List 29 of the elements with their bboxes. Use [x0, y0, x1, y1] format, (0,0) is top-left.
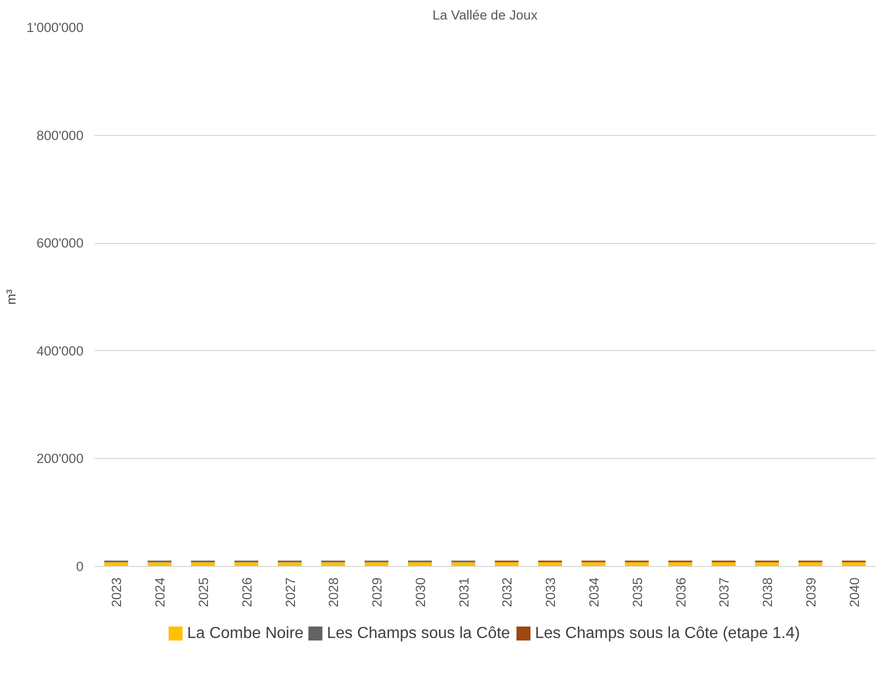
x-tick-label: 2035: [630, 577, 645, 608]
x-tick-label: 2040: [846, 577, 862, 608]
y-tick-label: 800'000: [36, 128, 84, 143]
x-tick-label: 2039: [803, 577, 818, 608]
x-tick-label: 2033: [543, 577, 558, 608]
y-tick-label: 400'000: [36, 343, 84, 358]
y-tick-label: 1'000'000: [26, 20, 84, 35]
y-axis-title: m³: [4, 288, 19, 305]
x-tick-label: 2031: [456, 577, 472, 608]
x-tick-label: 2028: [326, 577, 342, 608]
x-tick-label: 2023: [109, 577, 124, 608]
legend-label: La Combe Noire: [187, 625, 304, 642]
y-tick-label: 600'000: [36, 236, 84, 251]
x-tick-label: 2026: [239, 577, 254, 608]
x-tick-label: 2038: [760, 577, 776, 608]
x-tick-label: 2036: [673, 577, 688, 608]
x-tick-label: 2029: [370, 577, 385, 608]
y-tick-label: 200'000: [36, 451, 84, 466]
x-tick-label: 2032: [500, 577, 515, 608]
legend-label: Les Champs sous la Côte (etape 1.4): [534, 625, 800, 642]
x-tick-label: 2027: [282, 577, 298, 608]
x-tick-label: 2030: [412, 577, 428, 608]
x-tick-label: 2025: [196, 577, 211, 608]
x-tick-label: 2037: [716, 577, 732, 608]
legend-label: Les Champs sous la Côte: [326, 625, 510, 642]
x-tick-label: 2024: [152, 576, 168, 608]
x-tick-label: 2034: [586, 576, 602, 608]
chart-title: La Vallée de Joux: [432, 8, 538, 22]
y-tick-label: 0: [76, 559, 84, 574]
